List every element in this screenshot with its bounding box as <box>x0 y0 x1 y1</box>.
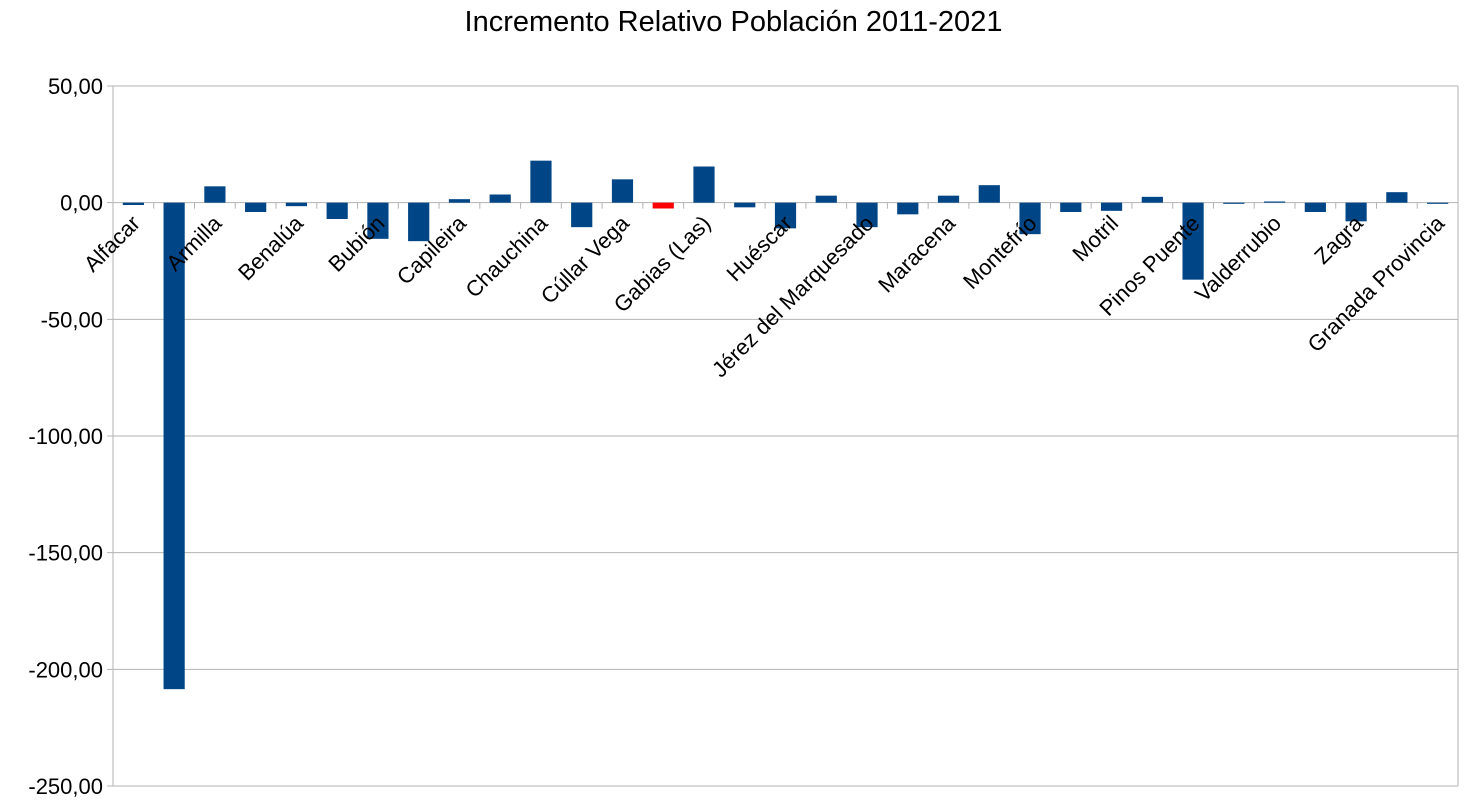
bar <box>367 202 389 239</box>
x-category-label: Motril <box>1067 211 1123 267</box>
bar <box>1019 202 1041 235</box>
x-category-label: Benalúa <box>233 210 308 285</box>
y-tick-label: 50,00 <box>48 74 103 99</box>
y-tick-label: -250,00 <box>28 774 103 799</box>
y-tick-label: -50,00 <box>41 307 103 332</box>
y-tick-label: -100,00 <box>28 424 103 449</box>
bar <box>1386 192 1408 203</box>
bar <box>1427 202 1449 204</box>
bar <box>734 202 756 208</box>
bar <box>774 202 797 229</box>
x-category-label: Granada Provincia <box>1303 210 1450 357</box>
bar <box>652 202 674 209</box>
bar <box>1223 202 1245 204</box>
bar <box>978 185 1000 203</box>
x-category-label: Maracena <box>873 210 960 297</box>
bar <box>489 194 511 203</box>
x-category-label: Valderrubio <box>1190 211 1286 307</box>
bar <box>122 202 144 205</box>
bar <box>693 166 715 203</box>
bar <box>163 202 185 690</box>
y-tick-label: 0,00 <box>60 191 103 216</box>
bar <box>611 179 634 203</box>
bar <box>1060 202 1082 212</box>
bar <box>1263 201 1286 203</box>
bar <box>1141 196 1163 203</box>
chart-title: Incremento Relativo Población 2011-2021 <box>464 6 1003 38</box>
bar <box>1182 202 1204 280</box>
x-category-label: Jérez del Marquesado <box>707 211 879 383</box>
bar <box>285 202 308 207</box>
x-category-label: Capileira <box>392 210 472 290</box>
bar <box>1100 202 1123 211</box>
bar <box>326 202 348 219</box>
bar <box>815 195 837 203</box>
bar <box>897 202 919 215</box>
bar <box>571 202 593 228</box>
bar <box>1345 202 1367 222</box>
bar <box>937 195 960 203</box>
x-category-label: Bubión <box>323 211 389 277</box>
bar <box>856 202 878 228</box>
bar <box>530 160 552 203</box>
bar <box>448 199 471 203</box>
bar <box>408 202 430 242</box>
y-tick-label: -150,00 <box>28 541 103 566</box>
x-category-label: Montefrío <box>958 211 1041 294</box>
bar <box>245 202 267 212</box>
x-category-label: Alfacar <box>79 211 145 277</box>
bar <box>1304 202 1326 212</box>
y-tick-label: -200,00 <box>28 657 103 682</box>
x-category-label: Huéscar <box>721 211 797 287</box>
bar <box>204 186 226 203</box>
